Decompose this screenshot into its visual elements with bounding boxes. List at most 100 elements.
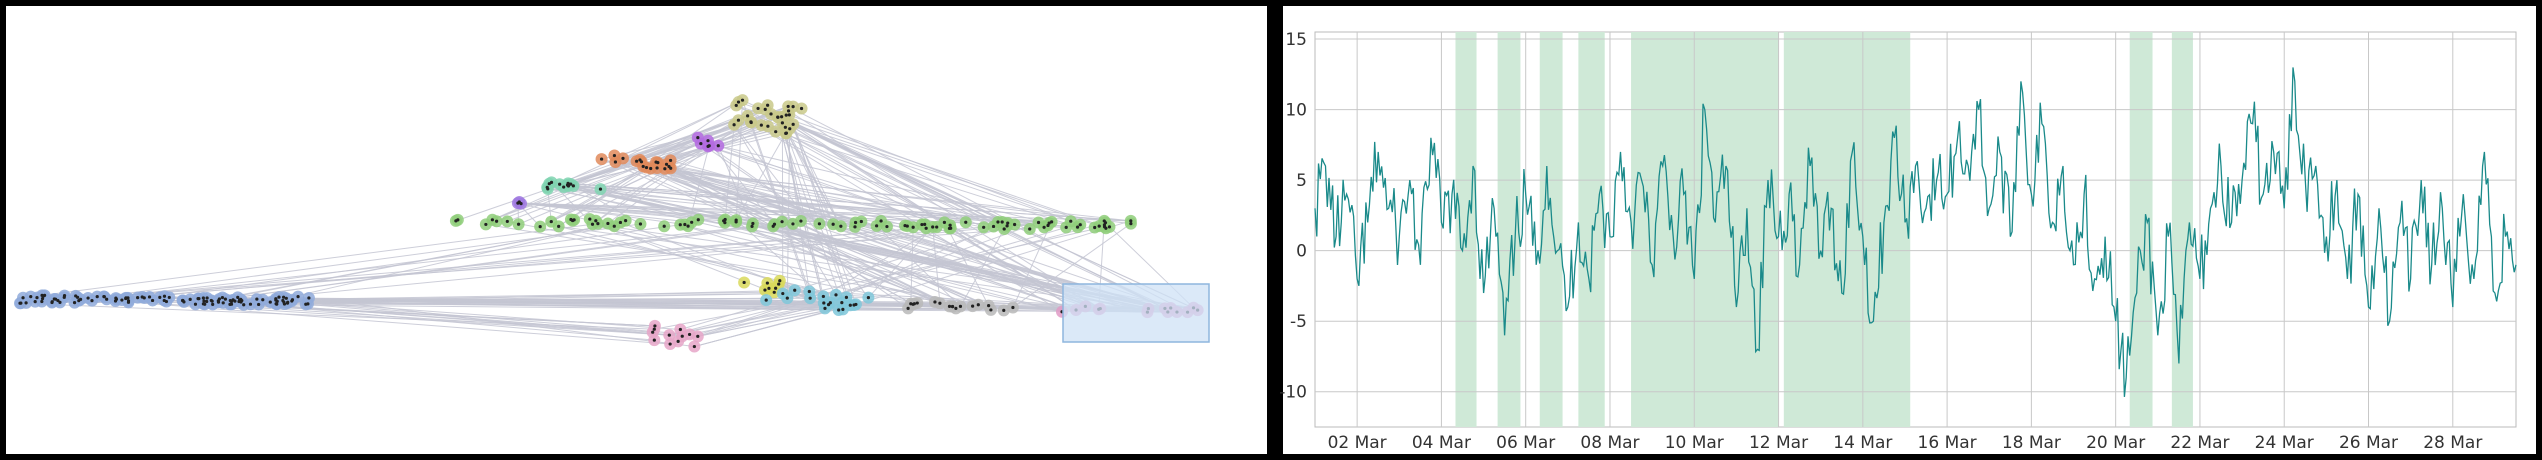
network-node-dot <box>784 131 788 135</box>
network-node-dot <box>120 298 124 302</box>
network-node-dot <box>188 297 192 302</box>
network-node-dot <box>1000 220 1004 224</box>
network-node-dot <box>40 299 44 304</box>
network-node-dot <box>875 224 879 228</box>
network-node-dot <box>282 300 286 304</box>
network-node-dot <box>680 334 684 338</box>
network-node-dot <box>676 339 680 343</box>
network-node-dot <box>655 166 659 170</box>
highlight-band <box>1783 32 1911 427</box>
network-node-dot <box>784 113 788 117</box>
network-node-dot <box>547 182 551 186</box>
network-node-dot <box>24 301 28 305</box>
network-node-dot <box>732 123 736 127</box>
network-edge <box>42 294 671 345</box>
network-node-dot <box>638 158 642 162</box>
network-node-dot <box>683 222 687 227</box>
network-edge <box>507 220 918 304</box>
network-node-dot <box>217 297 221 301</box>
network-node-dot <box>906 306 910 310</box>
network-node-dot <box>558 182 562 186</box>
network-node-dot <box>223 297 227 301</box>
network-node-dot <box>991 224 996 229</box>
network-edge <box>559 99 743 185</box>
network-node-dot <box>767 286 771 290</box>
x-tick-label: 24 Mar <box>2255 433 2314 453</box>
network-node-dot <box>140 295 144 299</box>
network-node-dot <box>840 301 844 305</box>
network-node-dot <box>612 153 617 158</box>
network-node-dot <box>546 187 550 191</box>
network-node-dot <box>822 301 826 305</box>
network-node-dot <box>776 115 780 119</box>
network-node-dot <box>454 219 458 223</box>
network-node-dot <box>668 158 673 163</box>
network-node-dot <box>911 225 915 229</box>
network-node-dot <box>664 162 669 166</box>
network-node-dot <box>771 224 775 228</box>
network-edge <box>789 114 1081 226</box>
network-node-dot <box>638 222 643 226</box>
network-node-dot <box>723 217 727 222</box>
network-node-dot <box>1036 220 1041 225</box>
network-node-dot <box>787 113 791 117</box>
network-node-dot <box>950 304 955 309</box>
network-node-dot <box>255 297 259 301</box>
network-node-dot <box>95 294 99 299</box>
network-edge <box>305 303 670 336</box>
x-tick-label: 20 Mar <box>2086 433 2145 453</box>
network-node-dot <box>746 114 750 118</box>
network-node-dot <box>652 327 656 331</box>
network-edge <box>707 140 775 225</box>
network-node-dot <box>1006 221 1010 225</box>
network-node-dot <box>853 220 858 225</box>
network-node-dot <box>150 298 155 303</box>
network-node-dot <box>879 219 883 223</box>
network-edge <box>664 168 1049 226</box>
network-node-dot <box>538 225 542 229</box>
network-node-dot <box>114 296 118 300</box>
network-node-dot <box>651 330 655 334</box>
network-node-dot <box>261 298 265 302</box>
x-tick-label: 08 Mar <box>1580 433 1639 453</box>
network-node-dot <box>706 144 710 148</box>
network-node-dot <box>788 127 792 131</box>
network-node-dot <box>598 187 603 191</box>
network-node-dot <box>935 225 939 229</box>
network-node-dot <box>958 304 963 308</box>
network-node-dot <box>50 300 54 305</box>
network-node-dot <box>716 144 720 148</box>
selection-box[interactable] <box>1062 283 1210 343</box>
network-node-dot <box>764 298 768 302</box>
network-node-dot <box>785 296 789 300</box>
network-node-dot <box>1013 222 1017 227</box>
network-node-dot <box>687 332 692 337</box>
network-node-dot <box>817 222 821 226</box>
network-node-dot <box>652 338 656 342</box>
network-node-dot <box>162 298 166 303</box>
network-node-dot <box>594 219 598 223</box>
network-node-dot <box>105 297 109 301</box>
network-edge <box>275 299 681 331</box>
x-tick-label: 12 Mar <box>1749 433 1808 453</box>
network-node-dot <box>706 139 710 143</box>
network-node-dot <box>257 302 261 307</box>
network-node-dot <box>1069 219 1073 223</box>
network-edge <box>650 167 1131 222</box>
network-edge <box>670 159 906 227</box>
network-node-dot <box>588 217 592 221</box>
network-node-dot <box>947 304 952 308</box>
x-tick-label: 22 Mar <box>2170 433 2229 453</box>
network-node-dot <box>205 296 209 300</box>
network-node-dot <box>612 224 616 228</box>
network-node-dot <box>21 296 25 300</box>
network-node-dot <box>699 141 703 146</box>
highlight-band <box>2129 32 2153 427</box>
y-tick-labels: 15 10 5 0 -5 -10 <box>1279 30 1307 403</box>
network-edge <box>735 133 787 221</box>
network-node-dot <box>35 296 39 300</box>
network-node-dot <box>1011 305 1015 310</box>
network-edge <box>784 127 842 227</box>
network-node-dot <box>696 136 700 140</box>
network-node-dot <box>495 219 499 223</box>
